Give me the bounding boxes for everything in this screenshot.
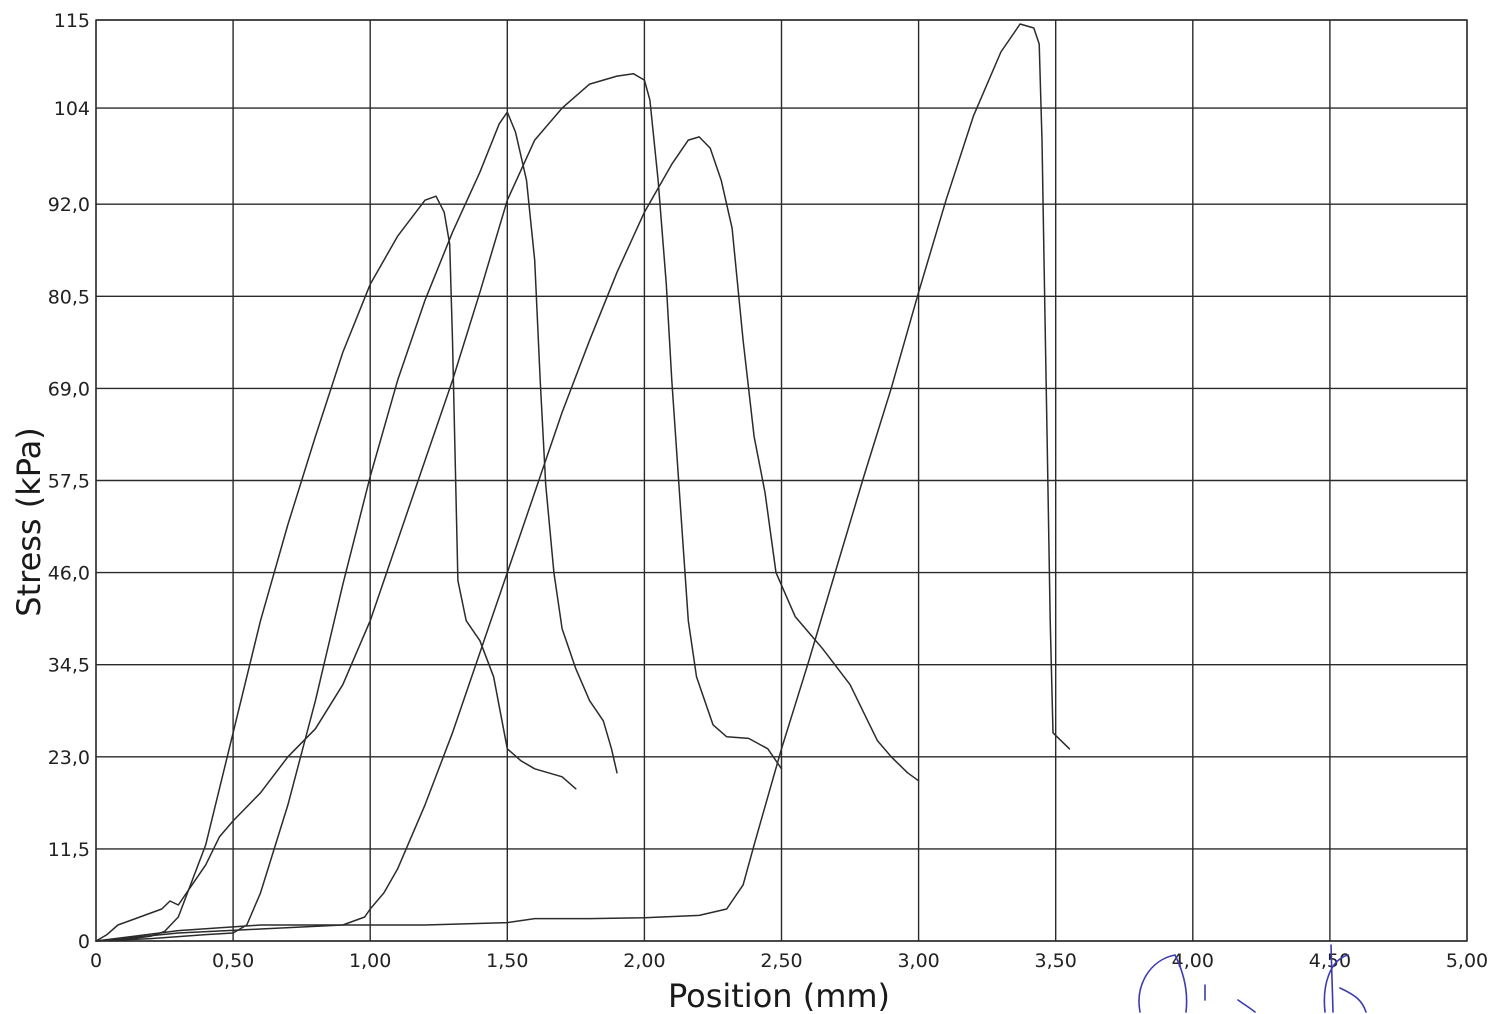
series-layer — [95, 23, 1071, 942]
series-line-4 — [95, 136, 920, 942]
x-tick-label: 2,00 — [623, 950, 665, 972]
handwritten-signature — [1138, 944, 1367, 1013]
x-tick-label: 0 — [90, 950, 102, 972]
x-axis-ticks: 0 0,50 1,00 1,50 2,00 2,50 3,00 3,50 4,00 4,50 5,0… — [90, 950, 1488, 972]
x-tick-label: 4,00 — [1172, 950, 1214, 972]
y-tick-label: 80,5 — [48, 286, 90, 308]
series-line-5 — [95, 23, 1071, 942]
y-tick-label: 46,0 — [48, 563, 90, 585]
x-tick-label: 3,50 — [1035, 950, 1077, 972]
series-line-2 — [95, 195, 577, 942]
y-tick-label: 115 — [54, 10, 90, 32]
x-tick-label: 1,00 — [349, 950, 391, 972]
series-line-1 — [95, 72, 783, 942]
x-tick-label: 4,50 — [1309, 950, 1351, 972]
series-line-3 — [95, 111, 618, 942]
x-tick-label: 2,50 — [760, 950, 802, 972]
y-tick-label: 11,5 — [48, 839, 90, 861]
x-tick-label: 3,00 — [897, 950, 939, 972]
x-axis-title: Position (mm) — [668, 977, 890, 1014]
x-tick-label: 5,00 — [1446, 950, 1488, 972]
y-axis-ticks: 0 11,5 23,0 34,5 46,0 57,5 69,0 80,5 92,0 104 115 — [48, 10, 90, 953]
y-tick-label: 92,0 — [48, 194, 90, 216]
y-tick-label: 0 — [78, 931, 90, 953]
x-tick-label: 1,50 — [486, 950, 528, 972]
y-tick-label: 104 — [54, 98, 90, 120]
y-axis-title: Stress (kPa) — [10, 427, 48, 616]
x-tick-label: 0,50 — [212, 950, 254, 972]
y-tick-label: 34,5 — [48, 655, 90, 677]
y-tick-label: 69,0 — [48, 378, 90, 400]
y-tick-label: 23,0 — [48, 747, 90, 769]
y-tick-label: 57,5 — [48, 471, 90, 493]
plot-frame — [95, 19, 1468, 942]
